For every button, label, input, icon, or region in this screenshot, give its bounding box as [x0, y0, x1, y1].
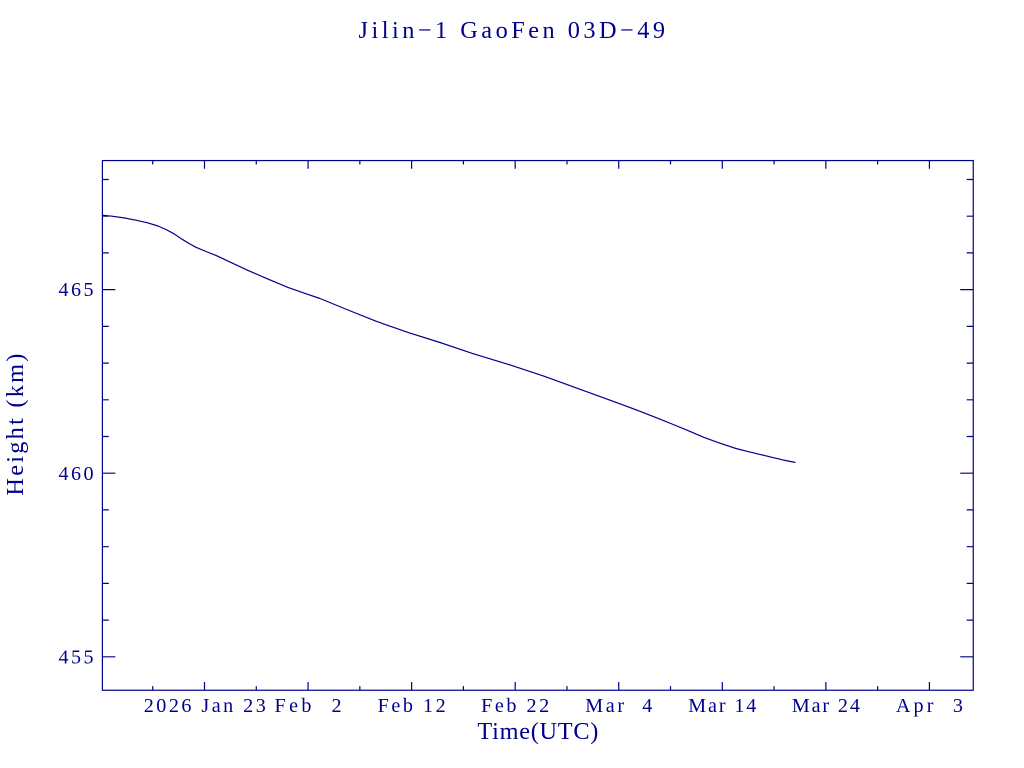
svg-text:Mar 14: Mar 14 — [688, 695, 756, 717]
svg-text:Mar 4: Mar 4 — [585, 695, 652, 717]
svg-text:Height (km): Height (km) — [2, 354, 29, 496]
svg-text:Feb 12: Feb 12 — [378, 695, 446, 717]
svg-text:Apr 3: Apr 3 — [896, 695, 963, 717]
svg-text:465: 465 — [59, 279, 94, 301]
svg-text:2026 Jan 23: 2026 Jan 23 — [144, 695, 266, 717]
svg-text:Feb 2: Feb 2 — [275, 695, 342, 717]
svg-text:455: 455 — [59, 646, 94, 668]
svg-text:Feb 22: Feb 22 — [481, 695, 549, 717]
svg-text:Jilin−1 GaoFen 03D−49: Jilin−1 GaoFen 03D−49 — [359, 17, 666, 44]
svg-text:460: 460 — [59, 463, 94, 485]
svg-text:Time(UTC): Time(UTC) — [477, 718, 598, 745]
svg-text:Mar 24: Mar 24 — [792, 695, 860, 717]
